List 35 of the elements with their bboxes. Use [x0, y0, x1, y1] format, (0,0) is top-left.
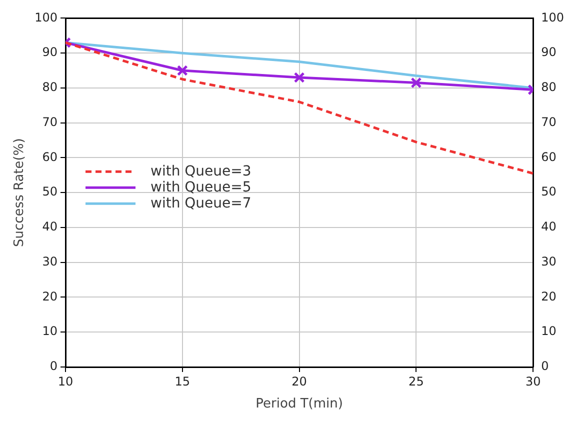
y-tick-label: 90 — [42, 45, 58, 60]
y-tick-label: 20 — [42, 289, 58, 304]
y2-tick-label: 10 — [541, 324, 556, 338]
y-tick-label: 50 — [42, 184, 58, 199]
y2-tick-label: 30 — [541, 254, 556, 268]
y2-tick-label: 50 — [541, 184, 556, 199]
y2-tick-label: 60 — [541, 150, 556, 164]
y2-tick-label: 100 — [541, 10, 564, 24]
point — [176, 65, 188, 76]
legend-label: with Queue=7 — [150, 195, 252, 212]
y-tick-label: 100 — [34, 10, 58, 24]
y-tick-label: 10 — [42, 324, 58, 338]
point — [294, 72, 305, 83]
y-tick-label: 40 — [42, 220, 58, 234]
x-tick-label: 25 — [408, 374, 424, 388]
x-tick-label: 10 — [58, 374, 74, 388]
x-tick-label: 15 — [174, 374, 190, 388]
y2-tick-label: 90 — [541, 45, 556, 60]
legend-label: with Queue=3 — [150, 163, 252, 180]
y-tick-label: 30 — [42, 254, 58, 268]
y-tick-label: 70 — [42, 114, 58, 129]
y-tick-label: 80 — [42, 80, 58, 94]
y-axis-title: Success Rate(%) — [12, 138, 28, 247]
y2-tick-label: 20 — [541, 289, 556, 304]
x-tick-label: 20 — [292, 374, 307, 388]
y2-tick-label: 40 — [541, 220, 556, 234]
y2-tick-label: 80 — [541, 80, 556, 94]
legend-label: with Queue=5 — [150, 179, 252, 196]
y2-tick-label: 70 — [541, 114, 556, 129]
point — [410, 77, 422, 88]
y2-tick-label: 0 — [541, 359, 549, 374]
y-tick-label: 60 — [42, 150, 58, 164]
y-tick-label: 0 — [50, 359, 58, 374]
x-tick-label: 30 — [525, 374, 541, 388]
x-axis-title: Period T(min) — [256, 396, 343, 412]
